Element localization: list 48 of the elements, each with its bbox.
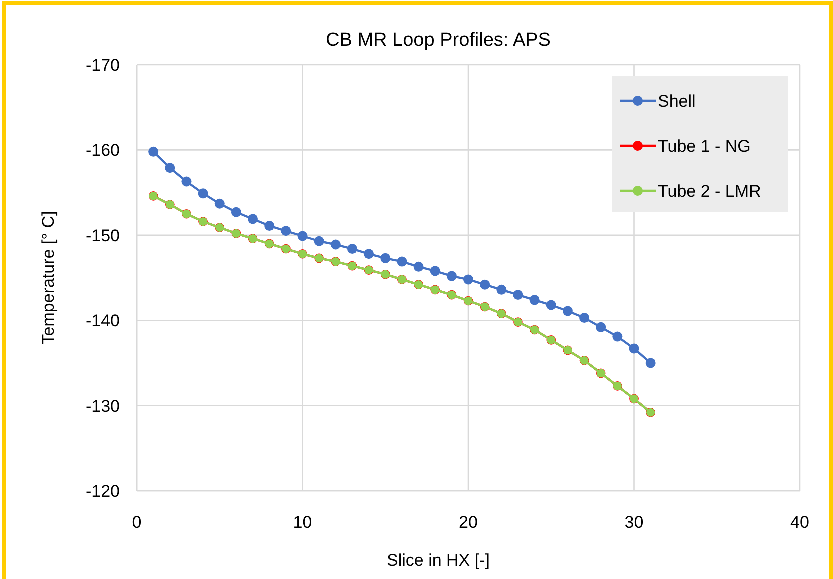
y-tick-label: -160 <box>86 141 120 160</box>
y-tick-label: -150 <box>86 226 120 246</box>
point <box>562 306 573 316</box>
x-axis-title: Slice in HX [-] <box>387 551 490 570</box>
point <box>629 344 640 354</box>
point <box>480 280 490 290</box>
y-tick-label: -130 <box>86 396 120 416</box>
legend-label: Shell <box>658 92 696 111</box>
point <box>580 313 590 324</box>
point <box>513 290 524 300</box>
point <box>314 236 324 246</box>
point <box>530 295 540 306</box>
point <box>397 256 408 267</box>
x-tick-label: 10 <box>293 513 312 532</box>
point <box>198 188 208 199</box>
point <box>364 249 374 260</box>
point <box>430 266 440 276</box>
legend-label: Tube 2 - LMR <box>658 182 762 201</box>
point <box>646 358 656 368</box>
point <box>182 176 192 187</box>
point <box>546 300 556 310</box>
y-axis-title: Temperature [° C] <box>39 211 58 345</box>
x-tick-label: 30 <box>624 513 644 532</box>
point <box>214 198 225 209</box>
x-tick-label: 40 <box>790 513 810 532</box>
legend-label: Tube 1 - NG <box>658 137 751 156</box>
point <box>281 226 292 236</box>
point <box>596 322 606 332</box>
point <box>165 163 176 174</box>
point <box>298 231 308 242</box>
x-tick-label: 0 <box>132 513 142 532</box>
y-tick-label: -170 <box>86 56 120 75</box>
point <box>446 271 457 282</box>
x-tick-label: 20 <box>459 513 478 532</box>
point <box>464 274 474 285</box>
point <box>248 214 258 224</box>
point <box>347 244 358 254</box>
point <box>612 332 623 342</box>
chart-title: CB MR Loop Profiles: APS <box>326 30 551 51</box>
point <box>231 207 242 218</box>
y-tick-label: -120 <box>86 482 120 501</box>
point <box>414 262 424 272</box>
point <box>380 253 391 264</box>
point <box>330 240 341 250</box>
point <box>264 221 275 232</box>
y-tick-label: -140 <box>86 312 120 331</box>
point <box>148 146 159 157</box>
point <box>496 284 507 295</box>
